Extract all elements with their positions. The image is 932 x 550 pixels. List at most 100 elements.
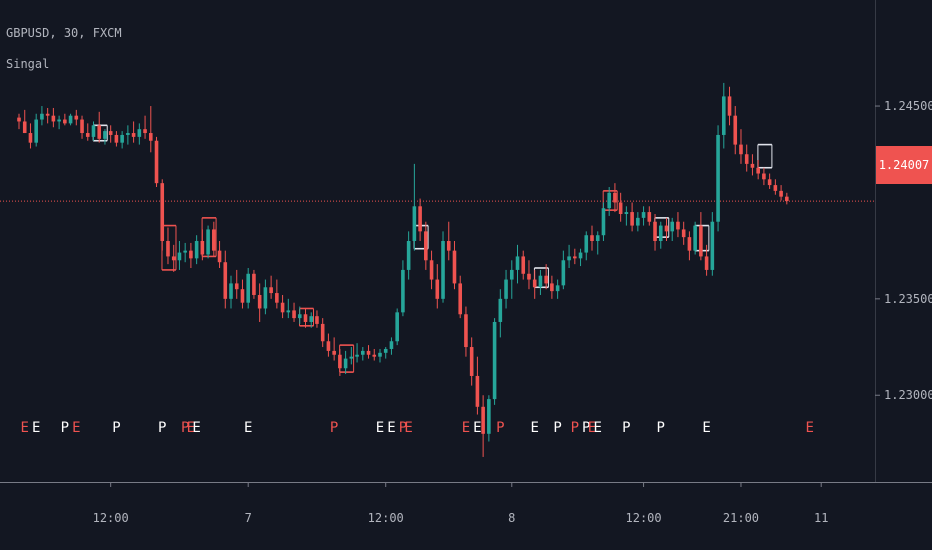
- signal-label-p: P: [622, 420, 630, 436]
- candle-body-up: [636, 217, 640, 226]
- candle-body-down: [200, 241, 205, 255]
- candle-body-up: [624, 212, 629, 215]
- current-price-tag: 1.24007: [876, 146, 932, 184]
- candle-body-down: [727, 96, 732, 116]
- candle-body-up: [721, 96, 726, 135]
- signal-label-e: E: [72, 420, 80, 436]
- signal-label-e: E: [806, 420, 814, 436]
- signal-label-p: P: [657, 420, 665, 436]
- candle-body-down: [372, 354, 377, 357]
- candle-body-up: [412, 206, 417, 241]
- candle-body-down: [326, 341, 331, 351]
- candle-body-up: [91, 125, 96, 137]
- candle-body-up: [607, 192, 611, 209]
- candle-body-down: [257, 294, 262, 309]
- candle-body-up: [378, 352, 382, 357]
- candle-body-down: [217, 250, 222, 263]
- candle-body-down: [315, 316, 319, 324]
- candle-body-down: [704, 256, 709, 270]
- signal-label-e: E: [404, 420, 412, 436]
- candle-body-down: [452, 250, 457, 284]
- candle-body-down: [767, 179, 772, 186]
- candle-body-up: [509, 269, 514, 280]
- candle-body-down: [85, 133, 90, 137]
- candle-body-up: [716, 134, 720, 222]
- time-tick-label: 12:00: [626, 511, 662, 525]
- price-axis[interactable]: 1.24500 1.23500 1.23000: [875, 99, 932, 402]
- candle-body-down: [252, 273, 256, 295]
- candle-body-down: [338, 354, 342, 369]
- candle-body-down: [544, 275, 548, 284]
- candle-body-up: [309, 316, 314, 322]
- candle-body-down: [699, 225, 703, 257]
- candle-body-down: [189, 250, 193, 259]
- candle-body-down: [51, 115, 56, 122]
- candle-body-down: [131, 133, 136, 137]
- candle-body-down: [481, 406, 485, 434]
- symbol-name: GBPUSD: [6, 26, 50, 40]
- candle-body-down: [779, 190, 783, 197]
- candle-body-down: [429, 260, 434, 280]
- candle-body-down: [739, 144, 743, 155]
- signal-label-p: P: [181, 420, 189, 436]
- signal-label-e: E: [702, 420, 710, 436]
- candle-body-down: [22, 121, 27, 134]
- candle-body-up: [137, 129, 142, 137]
- candle-body-down: [45, 113, 50, 116]
- candle-body-down: [664, 225, 669, 232]
- candle-body-down: [687, 237, 692, 251]
- candle-body-down: [160, 183, 165, 241]
- time-tick-label: 7: [245, 511, 252, 525]
- candle-body-up: [401, 269, 405, 313]
- time-axis[interactable]: 12:00 7 12:00 8 12:00 21:00 11: [93, 482, 829, 525]
- candle-body-up: [40, 113, 44, 120]
- candle-body-up: [57, 119, 61, 122]
- candle-body-down: [532, 279, 537, 288]
- symbol-title[interactable]: GBPUSD, 30, FXCM: [6, 26, 122, 40]
- candle-body-up: [710, 221, 715, 270]
- candle-body-up: [183, 250, 187, 253]
- candle-body-down: [212, 229, 216, 251]
- time-tick-label: 12:00: [93, 511, 129, 525]
- candle-body-down: [332, 350, 336, 355]
- signal-label-p: P: [330, 420, 338, 436]
- candle-body-down: [240, 289, 245, 303]
- candle-body-down: [303, 314, 308, 322]
- candle-body-down: [550, 283, 554, 292]
- signal-label-p: P: [112, 420, 120, 436]
- candle-body-up: [561, 260, 566, 286]
- interval-value: 30: [63, 26, 79, 40]
- signal-label-e: E: [530, 420, 538, 436]
- candle-body-down: [275, 293, 279, 303]
- signal-label-e: E: [192, 420, 200, 436]
- time-tick-label: 11: [814, 511, 828, 525]
- candle-body-up: [229, 283, 233, 299]
- candle-body-down: [154, 140, 159, 184]
- candle-body-down: [366, 350, 371, 355]
- candle-body-down: [446, 241, 451, 251]
- candle-body-down: [527, 273, 531, 280]
- candle-body-down: [653, 221, 657, 241]
- time-tick-label: 8: [508, 511, 515, 525]
- candle-body-up: [126, 133, 130, 135]
- candle-body-up: [584, 235, 589, 253]
- candle-body-up: [355, 354, 359, 357]
- signal-label-p: P: [553, 420, 561, 436]
- candle-body-down: [773, 185, 778, 191]
- candle-body-up: [395, 312, 399, 342]
- candle-body-down: [676, 221, 680, 230]
- candle-body-down: [750, 163, 755, 168]
- candle-body-down: [114, 134, 119, 143]
- candle-body-down: [80, 119, 84, 134]
- candle-body-down: [143, 129, 147, 134]
- candle-body-up: [103, 131, 107, 139]
- candle-body-up: [487, 399, 491, 434]
- candle-body-down: [521, 256, 526, 274]
- candle-body-up: [595, 235, 600, 241]
- candle-body-down: [74, 115, 79, 120]
- candle-body-up: [670, 221, 675, 232]
- indicator-title[interactable]: Singal: [6, 57, 50, 71]
- candle-body-up: [693, 225, 697, 251]
